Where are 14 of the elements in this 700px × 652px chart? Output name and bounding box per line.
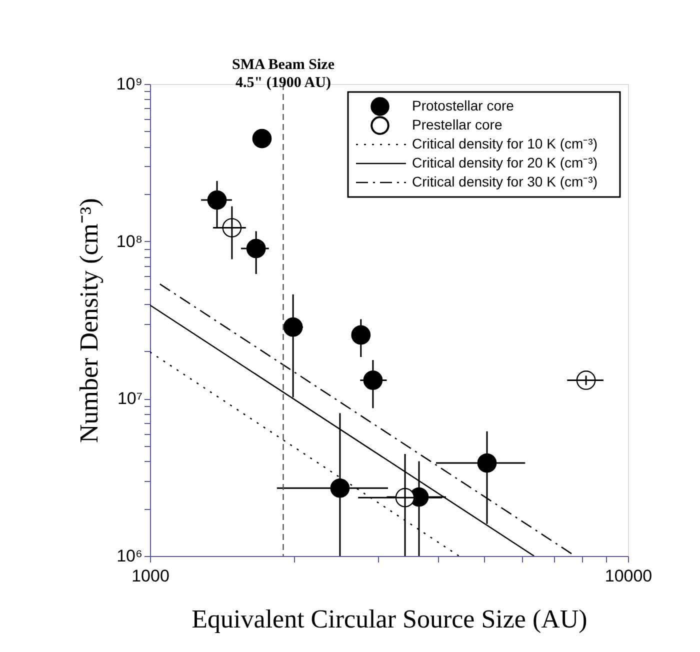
legend-label: Protostellar core <box>412 98 514 114</box>
legend-label: Critical density for 20 K (cm⁻³) <box>412 154 598 170</box>
x-tick-label: 10000 <box>604 566 652 586</box>
x-axis-title: Equivalent Circular Source Size (AU) <box>192 604 588 634</box>
legend-label: Critical density for 30 K (cm⁻³) <box>412 174 598 190</box>
y-tick-label: 10⁷ <box>117 389 142 408</box>
y-tick-label: 10⁸ <box>116 232 142 251</box>
y-axis-title: Number Density (cm⁻³) <box>74 198 104 443</box>
x-tick-label: 1000 <box>132 566 170 586</box>
legend-label: Prestellar core <box>412 116 502 132</box>
y-tick-label: 10⁹ <box>116 74 142 94</box>
legend-label: Critical density for 10 K (cm⁻³) <box>412 136 598 152</box>
y-tick-label: 10⁶ <box>116 546 142 566</box>
ref-line-label: SMA Beam Size 4.5" (1900 AU) <box>232 57 335 91</box>
